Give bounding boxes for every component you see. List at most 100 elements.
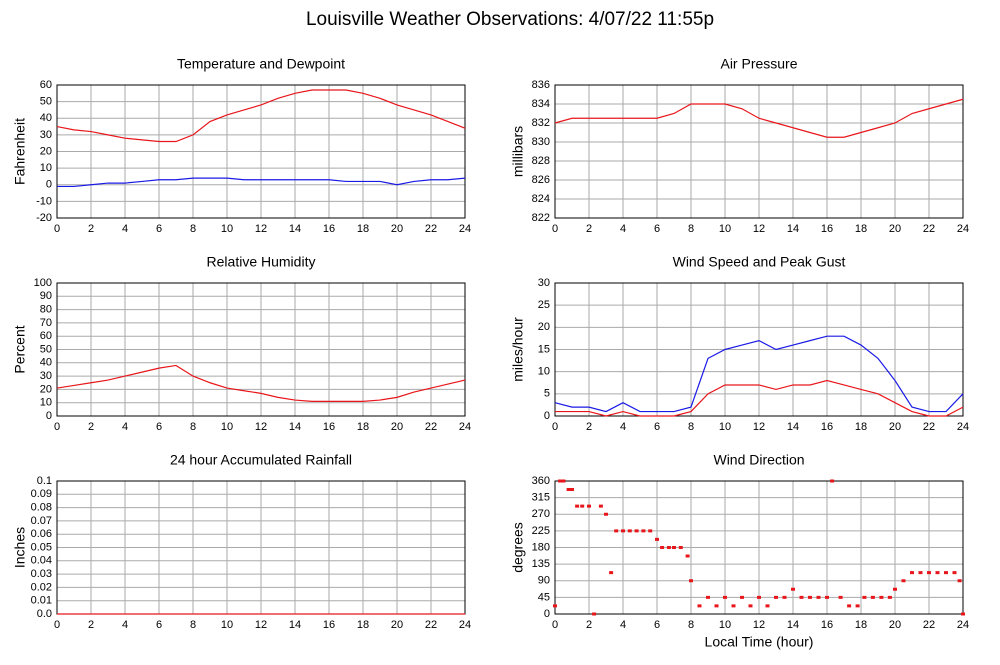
data-point [862, 595, 867, 599]
y-axis-label: miles/hour [510, 317, 526, 382]
y-tick-label: 836 [532, 79, 550, 91]
x-tick-label: 0 [54, 619, 60, 631]
page-title: Louisville Weather Observations: 4/07/22… [306, 9, 714, 30]
plot-frame [56, 84, 466, 219]
data-point [614, 529, 619, 533]
data-point [621, 529, 625, 533]
x-tick-label: 16 [323, 223, 335, 235]
x-tick-label: 20 [391, 223, 403, 235]
data-point [961, 612, 965, 616]
panel-title: Temperature and Dewpoint [177, 56, 345, 72]
y-tick-label: 10 [40, 162, 52, 174]
data-line [554, 335, 964, 413]
x-tick-label: 8 [190, 619, 196, 631]
data-point [580, 504, 585, 508]
y-tick-label: 834 [532, 98, 550, 110]
x-tick-label: 10 [719, 223, 731, 235]
x-tick-label: 24 [459, 223, 471, 235]
data-line [56, 364, 466, 402]
x-tick-label: 0 [552, 619, 558, 631]
x-tick-label: 4 [620, 619, 626, 631]
x-tick-label: 4 [620, 223, 626, 235]
y-tick-label: 822 [532, 212, 550, 224]
x-tick-label: 24 [957, 223, 969, 235]
data-point [553, 604, 557, 608]
data-point [879, 595, 884, 599]
data-point [604, 512, 608, 516]
plot-frame [554, 84, 964, 219]
x-tick-label: 12 [753, 223, 765, 235]
x-tick-label: 14 [289, 421, 301, 433]
x-tick-label: 8 [190, 421, 196, 433]
data-point [714, 604, 719, 608]
x-tick-label: 2 [88, 421, 94, 433]
data-line [56, 89, 466, 143]
y-tick-label: 90 [40, 290, 52, 302]
x-tick-label: 24 [957, 421, 969, 433]
data-point [782, 595, 787, 599]
x-tick-label: 6 [156, 421, 162, 433]
y-tick-label: 30 [40, 129, 52, 141]
x-tick-label: 20 [889, 421, 901, 433]
x-tick-label: 10 [719, 421, 731, 433]
y-tick-label: 225 [532, 525, 550, 537]
y-axis-label: Fahrenheit [12, 118, 28, 185]
data-point [634, 529, 639, 533]
y-axis-label: millibars [510, 126, 526, 177]
data-point [765, 604, 770, 608]
y-tick-label: 20 [40, 383, 52, 395]
panel-title: Air Pressure [720, 56, 797, 72]
data-point [678, 546, 683, 549]
y-tick-label: 0.0 [37, 608, 52, 620]
y-tick-label: 315 [532, 492, 550, 504]
y-tick-label: 90 [538, 575, 550, 587]
x-tick-label: 0 [552, 421, 558, 433]
x-tick-label: 22 [923, 619, 935, 631]
y-tick-label: 10 [538, 366, 550, 378]
data-point [697, 604, 702, 608]
x-tick-label: 24 [459, 619, 471, 631]
data-point [870, 595, 875, 599]
data-point [774, 595, 778, 599]
x-tick-label: 24 [957, 619, 969, 631]
plot-frame [554, 282, 964, 417]
plot-frame [554, 480, 964, 615]
data-point [887, 595, 892, 599]
x-tick-label: 14 [289, 223, 301, 235]
y-tick-label: 40 [40, 357, 52, 369]
data-point [672, 546, 676, 549]
x-tick-label: 24 [459, 421, 471, 433]
x-tick-label: 0 [54, 223, 60, 235]
data-point [685, 554, 690, 558]
data-point [847, 604, 852, 608]
y-tick-label: 832 [532, 117, 550, 129]
panel-title: 24 hour Accumulated Rainfall [170, 452, 352, 468]
x-tick-label: 6 [156, 619, 162, 631]
y-tick-label: 70 [40, 317, 52, 329]
x-tick-label: 14 [787, 619, 799, 631]
y-tick-label: 5 [544, 388, 550, 400]
data-line [555, 379, 964, 417]
x-tick-label: 0 [552, 223, 558, 235]
x-tick-label: 22 [425, 619, 437, 631]
data-point [655, 537, 659, 541]
x-tick-label: 10 [719, 619, 731, 631]
data-point [706, 595, 710, 599]
y-tick-label: 60 [40, 330, 52, 342]
data-point [957, 579, 962, 583]
data-point [825, 595, 829, 599]
data-line [57, 177, 466, 188]
y-tick-label: 30 [538, 277, 550, 289]
y-tick-label: 25 [538, 299, 550, 311]
y-tick-label: 0 [46, 179, 52, 191]
data-point [561, 479, 566, 483]
x-tick-label: 16 [323, 421, 335, 433]
y-tick-label: 50 [40, 96, 52, 108]
y-tick-label: 270 [532, 508, 550, 520]
data-line [554, 98, 964, 138]
x-tick-label: 18 [357, 223, 369, 235]
y-tick-label: 45 [538, 591, 550, 603]
panel-title: Wind Direction [713, 452, 804, 468]
